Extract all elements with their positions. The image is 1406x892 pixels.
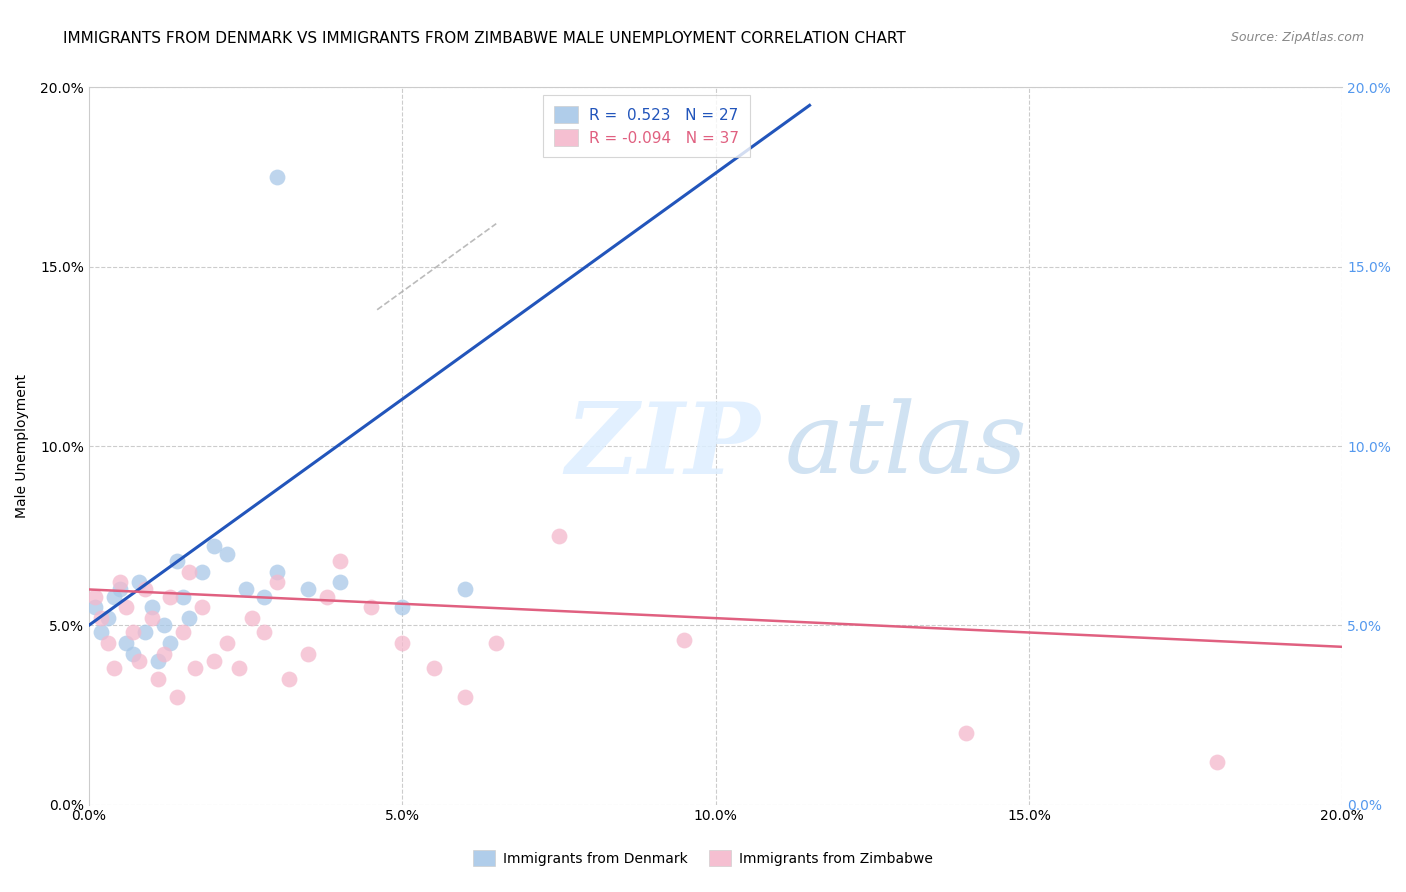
Point xyxy=(153,618,176,632)
Point xyxy=(202,540,225,554)
Point xyxy=(215,636,238,650)
Point xyxy=(121,647,143,661)
Point xyxy=(547,529,569,543)
Point xyxy=(141,611,163,625)
Point xyxy=(146,672,169,686)
Point xyxy=(159,590,181,604)
Point xyxy=(190,565,212,579)
Point xyxy=(297,647,319,661)
Point xyxy=(253,590,276,604)
Point xyxy=(316,590,339,604)
Point xyxy=(454,582,477,597)
Point xyxy=(146,654,169,668)
Point xyxy=(1206,755,1229,769)
Point xyxy=(115,600,138,615)
Point xyxy=(179,565,201,579)
Point xyxy=(297,582,319,597)
Point xyxy=(266,169,288,184)
Point xyxy=(172,625,194,640)
Point xyxy=(485,636,508,650)
Point xyxy=(153,647,176,661)
Point xyxy=(278,672,301,686)
Legend: Immigrants from Denmark, Immigrants from Zimbabwe: Immigrants from Denmark, Immigrants from… xyxy=(467,845,939,871)
Point xyxy=(673,632,696,647)
Point xyxy=(97,636,120,650)
Point xyxy=(90,611,112,625)
Point xyxy=(454,690,477,704)
Point xyxy=(115,636,138,650)
Point xyxy=(179,611,201,625)
Point xyxy=(391,600,413,615)
Point xyxy=(266,575,288,590)
Point xyxy=(84,600,107,615)
Point xyxy=(90,625,112,640)
Point xyxy=(159,636,181,650)
Point xyxy=(202,654,225,668)
Y-axis label: Male Unemployment: Male Unemployment xyxy=(15,374,30,518)
Text: IMMIGRANTS FROM DENMARK VS IMMIGRANTS FROM ZIMBABWE MALE UNEMPLOYMENT CORRELATIO: IMMIGRANTS FROM DENMARK VS IMMIGRANTS FR… xyxy=(63,31,905,46)
Text: Source: ZipAtlas.com: Source: ZipAtlas.com xyxy=(1230,31,1364,45)
Point xyxy=(422,661,444,675)
Point xyxy=(228,661,250,675)
Point xyxy=(266,565,288,579)
Point xyxy=(215,547,238,561)
Text: ZIP: ZIP xyxy=(565,398,761,494)
Point xyxy=(134,582,156,597)
Point xyxy=(166,554,188,568)
Point xyxy=(128,575,150,590)
Point xyxy=(141,600,163,615)
Point xyxy=(108,575,131,590)
Point xyxy=(84,590,107,604)
Point xyxy=(235,582,257,597)
Point xyxy=(103,590,125,604)
Legend: R =  0.523   N = 27, R = -0.094   N = 37: R = 0.523 N = 27, R = -0.094 N = 37 xyxy=(543,95,749,157)
Point xyxy=(190,600,212,615)
Point xyxy=(97,611,120,625)
Point xyxy=(108,582,131,597)
Point xyxy=(253,625,276,640)
Point xyxy=(240,611,263,625)
Point xyxy=(121,625,143,640)
Point xyxy=(166,690,188,704)
Point xyxy=(184,661,207,675)
Point xyxy=(128,654,150,668)
Point xyxy=(103,661,125,675)
Point xyxy=(955,726,977,740)
Point xyxy=(328,554,350,568)
Point xyxy=(360,600,382,615)
Point xyxy=(328,575,350,590)
Point xyxy=(172,590,194,604)
Point xyxy=(134,625,156,640)
Point xyxy=(391,636,413,650)
Text: atlas: atlas xyxy=(785,399,1028,493)
